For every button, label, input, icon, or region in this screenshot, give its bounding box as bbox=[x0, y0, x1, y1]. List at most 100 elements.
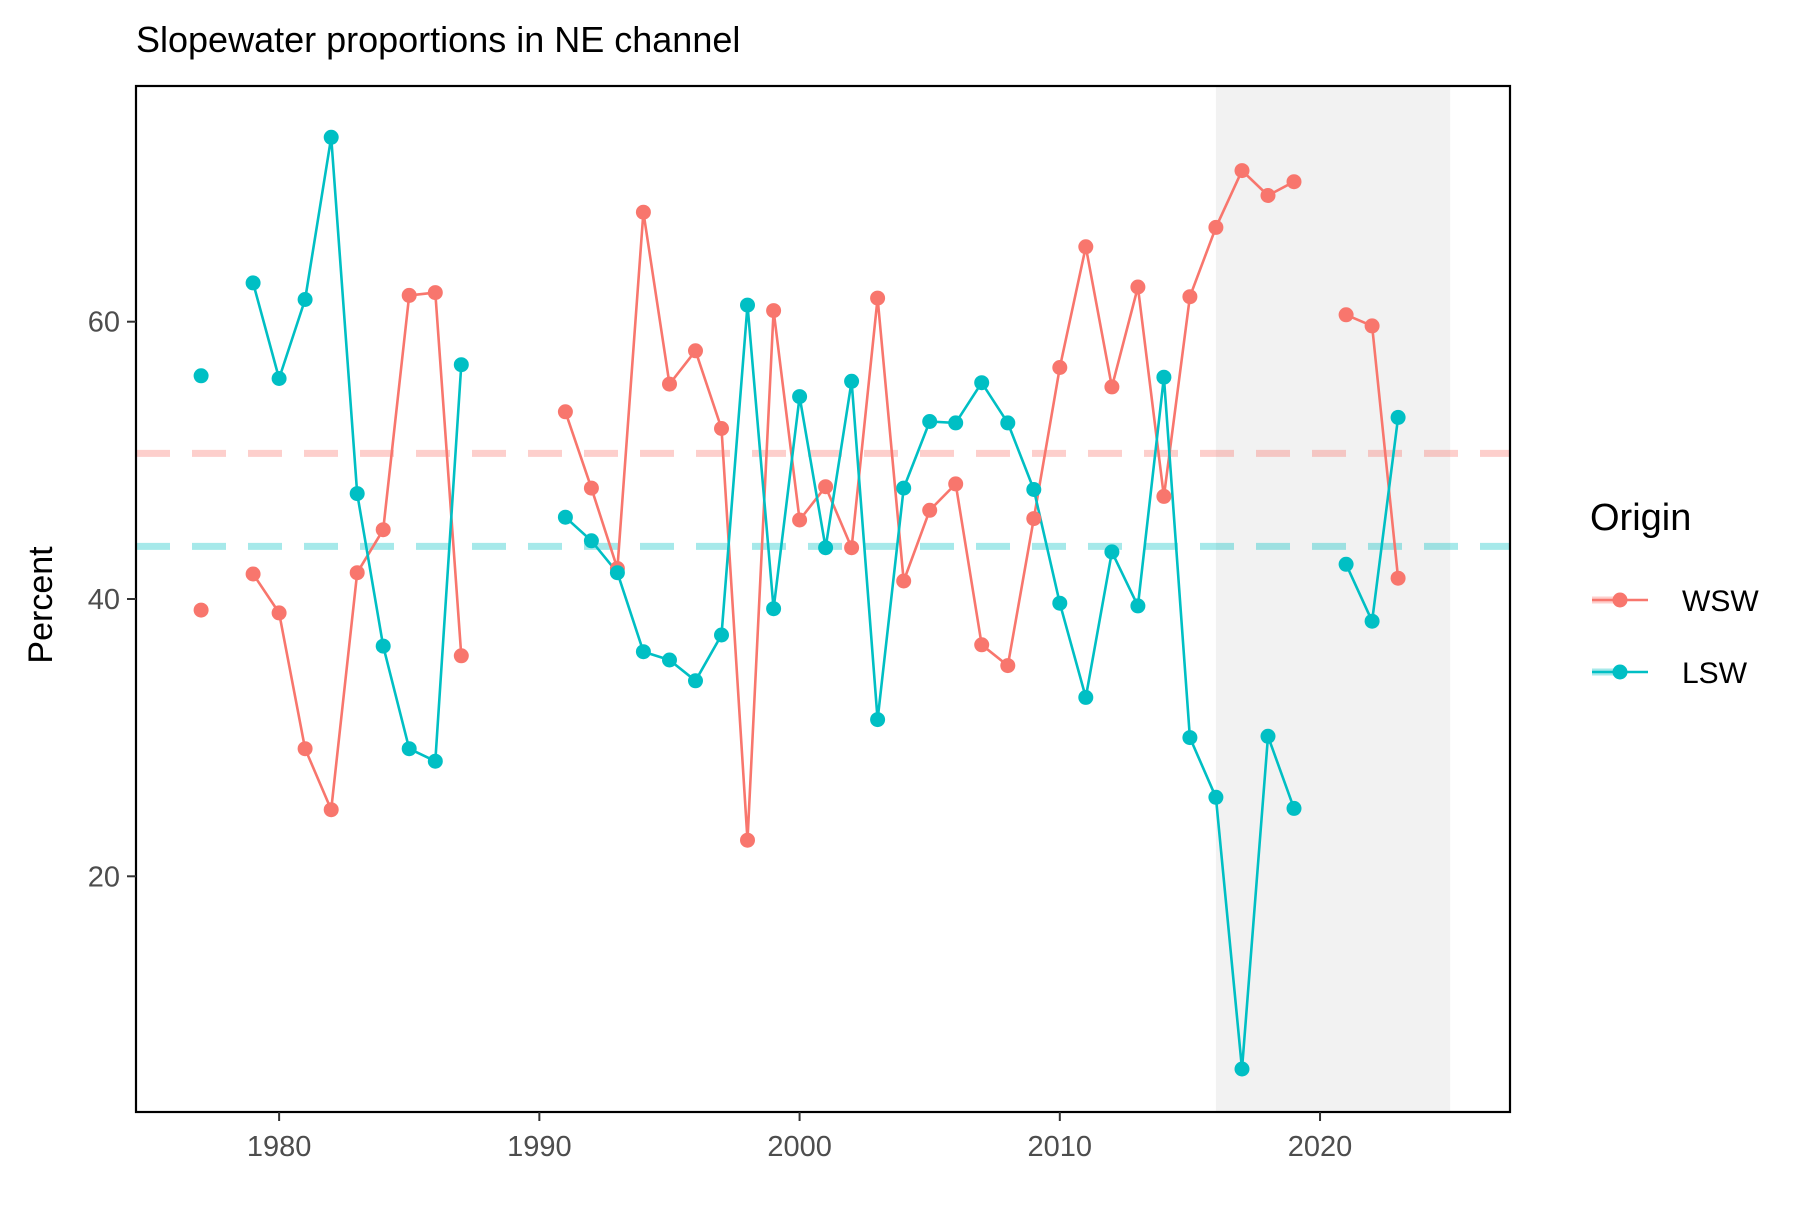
data-point-wsw-2007 bbox=[974, 637, 990, 653]
data-point-wsw-1987 bbox=[453, 648, 469, 664]
data-point-wsw-1985 bbox=[401, 287, 417, 303]
data-point-lsw-2021 bbox=[1338, 556, 1354, 572]
data-point-lsw-1979 bbox=[245, 275, 261, 291]
data-point-lsw-1984 bbox=[375, 638, 391, 654]
x-tick-label-1980: 1980 bbox=[247, 1131, 312, 1163]
legend-key-point-lsw bbox=[1612, 664, 1628, 680]
data-point-lsw-2000 bbox=[792, 389, 808, 405]
data-point-lsw-2011 bbox=[1078, 689, 1094, 705]
data-point-lsw-1997 bbox=[714, 627, 729, 643]
data-point-wsw-2015 bbox=[1182, 289, 1198, 305]
data-point-lsw-2002 bbox=[844, 373, 860, 389]
data-point-wsw-2016 bbox=[1208, 219, 1224, 235]
data-point-wsw-2019 bbox=[1286, 174, 1302, 190]
data-point-lsw-1982 bbox=[323, 129, 339, 145]
x-tick-label-2020: 2020 bbox=[1288, 1131, 1353, 1163]
data-point-wsw-1982 bbox=[323, 802, 339, 818]
data-point-lsw-2018 bbox=[1260, 728, 1276, 744]
legend-title: Origin bbox=[1590, 497, 1691, 539]
data-point-lsw-2001 bbox=[818, 540, 834, 556]
data-point-lsw-1998 bbox=[740, 297, 755, 313]
data-point-lsw-1996 bbox=[688, 673, 703, 689]
data-point-wsw-2003 bbox=[870, 290, 886, 306]
data-point-lsw-2016 bbox=[1208, 789, 1224, 805]
data-point-lsw-2013 bbox=[1130, 598, 1146, 614]
data-point-lsw-1993 bbox=[609, 565, 625, 581]
data-point-lsw-1991 bbox=[557, 509, 573, 525]
data-point-lsw-1995 bbox=[662, 652, 677, 668]
data-point-lsw-1985 bbox=[401, 741, 417, 757]
data-point-lsw-2004 bbox=[896, 480, 912, 496]
data-point-wsw-2008 bbox=[1000, 658, 1016, 674]
data-point-wsw-1980 bbox=[271, 605, 287, 621]
data-point-wsw-2014 bbox=[1156, 488, 1172, 504]
data-point-wsw-2004 bbox=[896, 573, 912, 589]
data-point-wsw-1984 bbox=[375, 522, 391, 538]
data-point-wsw-2009 bbox=[1026, 511, 1042, 527]
data-point-lsw-1994 bbox=[635, 644, 651, 660]
data-point-lsw-2007 bbox=[974, 375, 990, 391]
data-point-wsw-1986 bbox=[427, 285, 443, 301]
data-point-lsw-1983 bbox=[349, 486, 365, 502]
data-point-lsw-2008 bbox=[1000, 415, 1016, 431]
data-point-lsw-1992 bbox=[583, 533, 599, 549]
data-point-lsw-1980 bbox=[271, 371, 287, 386]
data-point-lsw-1981 bbox=[297, 292, 313, 307]
y-tick-label-20: 20 bbox=[88, 861, 120, 893]
chart-title: Slopewater proportions in NE channel bbox=[136, 19, 740, 60]
data-point-wsw-1992 bbox=[583, 480, 599, 496]
data-point-lsw-2017 bbox=[1234, 1061, 1250, 1077]
legend-label-lsw: LSW bbox=[1682, 657, 1748, 690]
data-point-wsw-2012 bbox=[1104, 379, 1120, 395]
data-point-lsw-2019 bbox=[1286, 800, 1302, 816]
data-point-wsw-1999 bbox=[766, 303, 782, 319]
data-point-lsw-2010 bbox=[1052, 595, 1068, 611]
x-tick-label-1990: 1990 bbox=[507, 1131, 572, 1163]
data-point-wsw-2017 bbox=[1234, 163, 1250, 179]
legend-label-wsw: WSW bbox=[1682, 585, 1759, 618]
legend-key-point-wsw bbox=[1612, 592, 1628, 608]
data-point-wsw-2013 bbox=[1130, 279, 1146, 295]
data-point-lsw-2005 bbox=[922, 414, 938, 429]
data-point-wsw-1979 bbox=[245, 566, 261, 582]
data-point-wsw-2023 bbox=[1390, 570, 1406, 586]
data-point-lsw-2012 bbox=[1104, 544, 1120, 560]
shaded-region bbox=[1215, 86, 1451, 1112]
data-point-wsw-2000 bbox=[792, 512, 808, 528]
data-point-wsw-1981 bbox=[297, 741, 313, 757]
data-point-wsw-1991 bbox=[557, 404, 573, 420]
data-point-wsw-2018 bbox=[1260, 188, 1276, 203]
data-point-lsw-2022 bbox=[1364, 613, 1380, 629]
panel-contents bbox=[136, 86, 1510, 1112]
data-point-wsw-2001 bbox=[818, 479, 834, 495]
data-point-wsw-1983 bbox=[349, 565, 365, 581]
data-point-lsw-1987 bbox=[453, 357, 469, 373]
data-point-wsw-2002 bbox=[844, 540, 860, 556]
data-point-lsw-2009 bbox=[1026, 482, 1042, 497]
y-tick-label-40: 40 bbox=[88, 584, 120, 616]
data-point-lsw-1999 bbox=[766, 601, 782, 617]
data-point-lsw-2003 bbox=[870, 712, 886, 728]
x-tick-label-2010: 2010 bbox=[1028, 1131, 1093, 1163]
data-point-wsw-1994 bbox=[635, 204, 651, 220]
data-point-wsw-2022 bbox=[1364, 318, 1380, 334]
data-point-wsw-2005 bbox=[922, 502, 938, 518]
data-point-lsw-2014 bbox=[1156, 369, 1172, 385]
data-point-lsw-2006 bbox=[948, 415, 964, 431]
data-point-wsw-2011 bbox=[1078, 239, 1094, 255]
data-point-lsw-1986 bbox=[427, 753, 443, 769]
data-point-wsw-2021 bbox=[1338, 307, 1354, 323]
data-point-wsw-1998 bbox=[740, 832, 755, 848]
data-point-wsw-2010 bbox=[1052, 360, 1068, 375]
data-point-wsw-1977 bbox=[193, 602, 209, 618]
y-tick-label-60: 60 bbox=[88, 307, 120, 339]
data-point-lsw-2023 bbox=[1390, 409, 1406, 425]
y-axis-label: Percent bbox=[22, 546, 60, 664]
data-point-wsw-1995 bbox=[662, 376, 677, 392]
data-point-lsw-1977 bbox=[193, 368, 209, 384]
x-tick-label-2000: 2000 bbox=[767, 1131, 832, 1163]
data-point-wsw-2006 bbox=[948, 476, 964, 492]
